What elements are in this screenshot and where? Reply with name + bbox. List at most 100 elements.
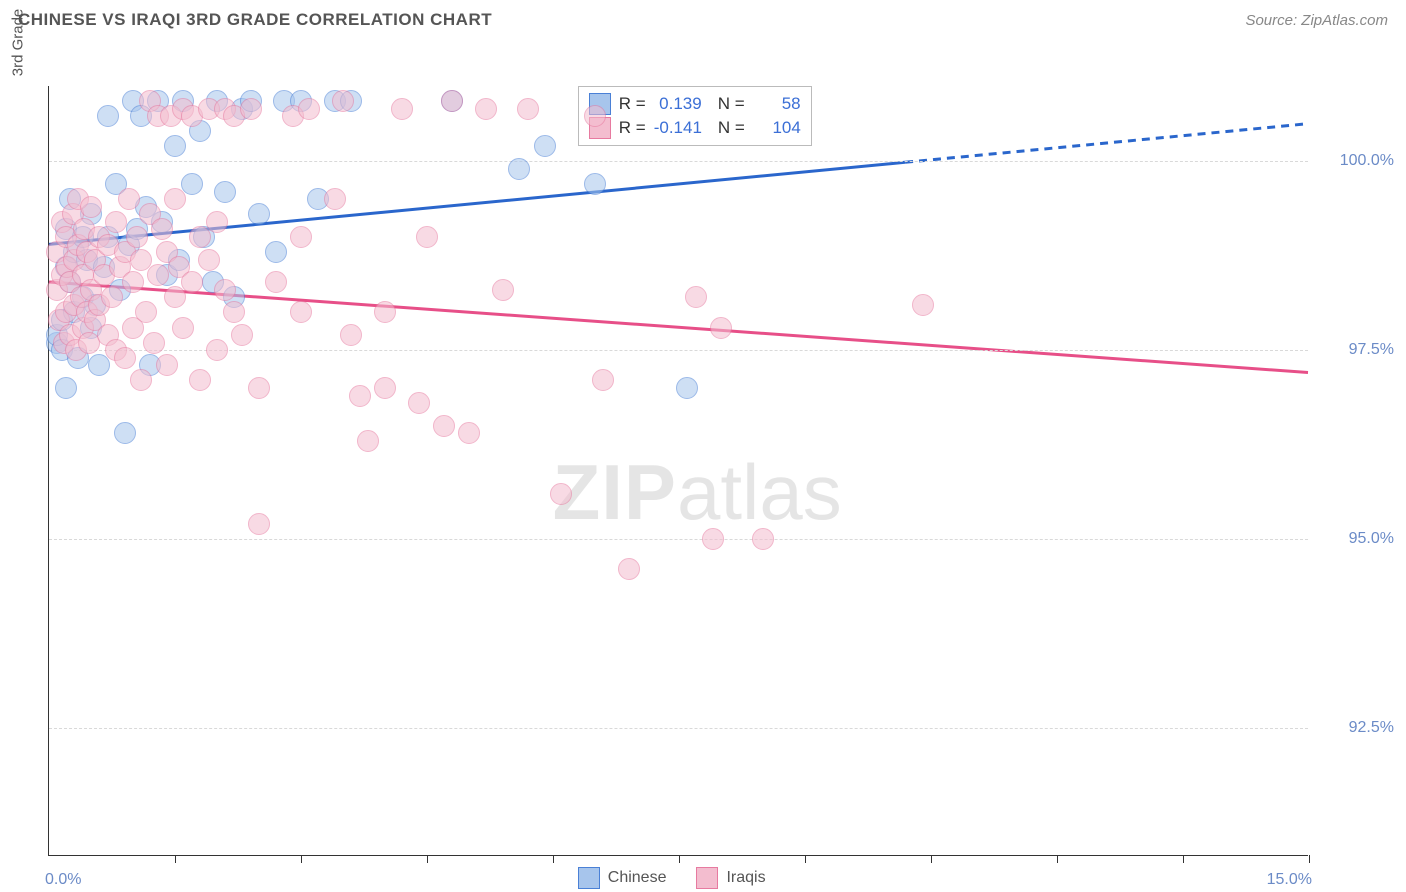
data-point bbox=[676, 377, 698, 399]
header: CHINESE VS IRAQI 3RD GRADE CORRELATION C… bbox=[0, 0, 1406, 34]
plot-area: ZIPatlas R =0.139N =58R =-0.141N =104 Ch… bbox=[48, 86, 1308, 856]
data-point bbox=[592, 369, 614, 391]
data-point bbox=[80, 196, 102, 218]
data-point bbox=[101, 286, 123, 308]
stat-n-value: 104 bbox=[753, 118, 801, 138]
trend-lines bbox=[49, 86, 1308, 855]
data-point bbox=[710, 317, 732, 339]
data-point bbox=[114, 422, 136, 444]
data-point bbox=[114, 347, 136, 369]
data-point bbox=[458, 422, 480, 444]
data-point bbox=[122, 271, 144, 293]
x-tick bbox=[553, 855, 554, 863]
data-point bbox=[181, 173, 203, 195]
series-name: Iraqis bbox=[726, 869, 765, 887]
data-point bbox=[206, 339, 228, 361]
stat-r-value: 0.139 bbox=[654, 94, 702, 114]
legend-stat-row: R = 0.139 N = 58 bbox=[589, 93, 801, 115]
data-point bbox=[105, 211, 127, 233]
data-point bbox=[97, 105, 119, 127]
stat-n-label: N = bbox=[718, 94, 745, 114]
data-point bbox=[126, 226, 148, 248]
data-point bbox=[685, 286, 707, 308]
x-max-label: 15.0% bbox=[1267, 871, 1312, 889]
y-tick-label: 97.5% bbox=[1314, 341, 1394, 359]
data-point bbox=[265, 241, 287, 263]
x-tick bbox=[679, 855, 680, 863]
data-point bbox=[391, 98, 413, 120]
data-point bbox=[172, 317, 194, 339]
x-tick bbox=[1309, 855, 1310, 863]
data-point bbox=[550, 483, 572, 505]
data-point bbox=[198, 249, 220, 271]
data-point bbox=[584, 105, 606, 127]
gridline bbox=[49, 728, 1308, 729]
data-point bbox=[189, 369, 211, 391]
chart-title: CHINESE VS IRAQI 3RD GRADE CORRELATION C… bbox=[18, 10, 492, 30]
data-point bbox=[752, 528, 774, 550]
data-point bbox=[118, 188, 140, 210]
data-point bbox=[214, 181, 236, 203]
series-legend: Chinese Iraqis bbox=[578, 867, 766, 889]
legend-stat-row: R = -0.141 N = 104 bbox=[589, 117, 801, 139]
data-point bbox=[374, 301, 396, 323]
gridline bbox=[49, 350, 1308, 351]
data-point bbox=[248, 513, 270, 535]
y-tick-label: 92.5% bbox=[1314, 719, 1394, 737]
gridline bbox=[49, 539, 1308, 540]
legend-swatch bbox=[696, 867, 718, 889]
data-point bbox=[290, 226, 312, 248]
x-tick bbox=[175, 855, 176, 863]
trend-line-dashed bbox=[905, 124, 1308, 163]
data-point bbox=[534, 135, 556, 157]
x-tick bbox=[931, 855, 932, 863]
y-tick-label: 100.0% bbox=[1314, 152, 1394, 170]
data-point bbox=[143, 332, 165, 354]
y-axis-label: 3rd Grade bbox=[10, 9, 27, 77]
data-point bbox=[492, 279, 514, 301]
data-point bbox=[374, 377, 396, 399]
data-point bbox=[584, 173, 606, 195]
gridline bbox=[49, 161, 1308, 162]
data-point bbox=[298, 98, 320, 120]
data-point bbox=[156, 354, 178, 376]
source-label: Source: ZipAtlas.com bbox=[1245, 12, 1388, 29]
data-point bbox=[408, 392, 430, 414]
x-tick bbox=[427, 855, 428, 863]
x-tick bbox=[1183, 855, 1184, 863]
data-point bbox=[164, 188, 186, 210]
x-tick bbox=[1057, 855, 1058, 863]
stat-r-label: R = bbox=[619, 118, 646, 138]
x-tick bbox=[301, 855, 302, 863]
x-tick bbox=[805, 855, 806, 863]
data-point bbox=[340, 324, 362, 346]
data-point bbox=[223, 301, 245, 323]
data-point bbox=[702, 528, 724, 550]
data-point bbox=[248, 377, 270, 399]
stat-n-label: N = bbox=[718, 118, 745, 138]
data-point bbox=[508, 158, 530, 180]
data-point bbox=[416, 226, 438, 248]
data-point bbox=[214, 279, 236, 301]
data-point bbox=[349, 385, 371, 407]
data-point bbox=[206, 211, 228, 233]
data-point bbox=[181, 271, 203, 293]
data-point bbox=[290, 301, 312, 323]
data-point bbox=[265, 271, 287, 293]
series-legend-item: Chinese bbox=[578, 867, 667, 889]
stat-r-value: -0.141 bbox=[654, 118, 702, 138]
data-point bbox=[130, 369, 152, 391]
data-point bbox=[912, 294, 934, 316]
data-point bbox=[240, 98, 262, 120]
data-point bbox=[135, 301, 157, 323]
data-point bbox=[231, 324, 253, 346]
series-legend-item: Iraqis bbox=[696, 867, 765, 889]
series-name: Chinese bbox=[608, 869, 667, 887]
data-point bbox=[517, 98, 539, 120]
y-tick-label: 95.0% bbox=[1314, 530, 1394, 548]
legend-stats-box: R = 0.139 N = 58 R = -0.141 N = 104 bbox=[578, 86, 812, 146]
data-point bbox=[164, 135, 186, 157]
stat-r-label: R = bbox=[619, 94, 646, 114]
data-point bbox=[248, 203, 270, 225]
stat-n-value: 58 bbox=[753, 94, 801, 114]
